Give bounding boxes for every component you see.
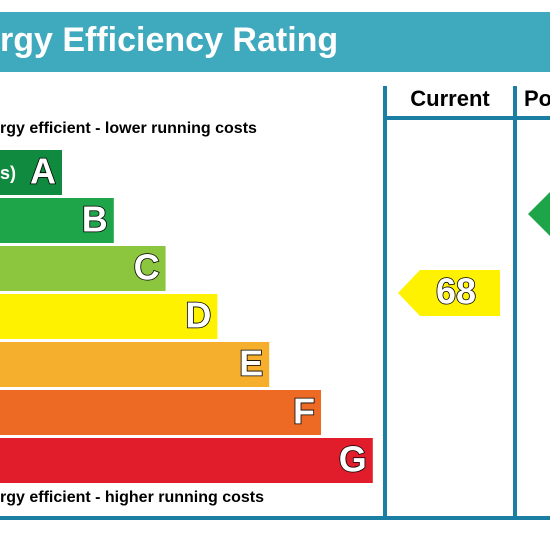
current-arrow xyxy=(398,270,500,316)
band-letter: B xyxy=(82,199,108,240)
current-rating: 68 xyxy=(436,271,476,312)
band-letter: G xyxy=(339,439,367,480)
band xyxy=(0,198,114,243)
band xyxy=(0,150,62,195)
band-letter: C xyxy=(134,247,160,288)
band-prefix: s) xyxy=(0,163,16,183)
column-header: Current xyxy=(410,86,490,111)
band-letter: E xyxy=(239,343,263,384)
band-letter: A xyxy=(30,151,56,192)
band xyxy=(0,342,270,387)
potential-arrow xyxy=(528,192,550,236)
band-letter: D xyxy=(185,295,211,336)
band xyxy=(0,246,166,291)
band xyxy=(0,438,373,483)
band xyxy=(0,294,218,339)
column-header: Po xyxy=(524,86,550,111)
top-note: rgy efficient - lower running costs xyxy=(0,120,257,137)
band-letter: F xyxy=(293,391,315,432)
bottom-note: rgy efficient - higher running costs xyxy=(0,489,264,506)
title-bar xyxy=(0,12,550,72)
title: rgy Efficiency Rating xyxy=(0,21,338,59)
frame xyxy=(0,86,550,520)
band xyxy=(0,390,321,435)
